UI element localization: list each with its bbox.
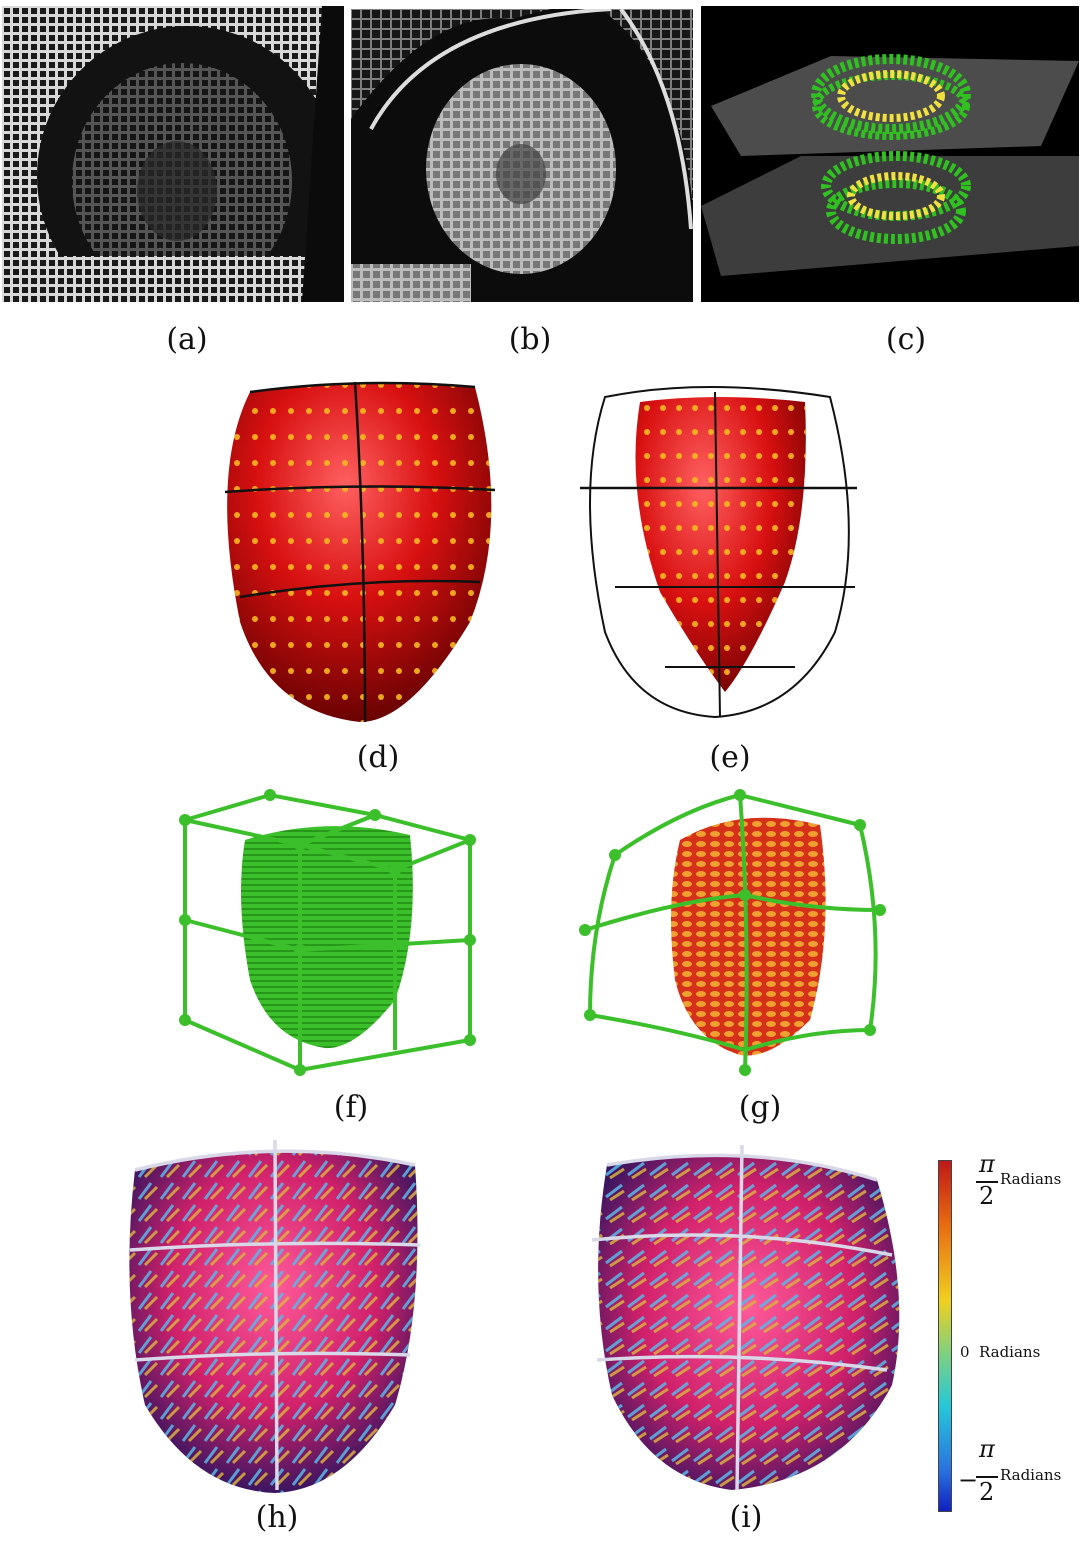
- mesh-model-panel-g: [570, 780, 900, 1085]
- colorbar-mid-unit: Radians: [979, 1343, 1041, 1361]
- heart-surface-mesh-image-e: [580, 386, 857, 719]
- colorbar-bottom-denominator: 2: [979, 1478, 995, 1506]
- heart-model-panel-e: [575, 372, 865, 732]
- caption-d: (d): [356, 740, 400, 775]
- fiber-orientation-image-i: [591, 1144, 900, 1491]
- colorbar-bottom-minus: −: [958, 1466, 979, 1494]
- heart-deformed-lattice-image-g: [579, 789, 886, 1076]
- caption-h: (h): [255, 1500, 299, 1535]
- caption-a: (a): [166, 322, 208, 357]
- fiber-orientation-image-h: [129, 1139, 421, 1493]
- fiber-model-panel-i: [582, 1135, 912, 1495]
- mesh-model-panel-f: [175, 780, 485, 1085]
- mri-tagged-image-a: [2, 6, 344, 302]
- caption-i: (i): [729, 1500, 763, 1535]
- colorbar-bottom-pi: π: [979, 1435, 995, 1463]
- mri-tagged-image-b: [351, 9, 693, 302]
- caption-e: (e): [709, 740, 751, 775]
- caption-c: (c): [885, 322, 927, 357]
- caption-b: (b): [508, 322, 552, 357]
- colorbar-top-pi: π: [979, 1150, 995, 1178]
- heart-lattice-image-f: [179, 789, 477, 1076]
- colorbar-top-unit: Radians: [1000, 1170, 1062, 1188]
- colorbar-bottom-fraction-bar: [976, 1476, 998, 1478]
- mri-3d-panel-c: [701, 6, 1079, 302]
- caption-f: (f): [333, 1090, 369, 1125]
- colorbar-bottom-unit: Radians: [1000, 1466, 1062, 1484]
- heart-model-panel-d: [210, 372, 510, 732]
- mri-panel-a: [2, 6, 344, 302]
- mri-slices-3d-image-c: [701, 6, 1079, 302]
- heart-surface-image-d: [224, 381, 496, 723]
- colorbar-top-denominator: 2: [979, 1182, 995, 1210]
- colorbar-top-fraction-bar: [976, 1181, 998, 1183]
- caption-g: (g): [738, 1090, 782, 1125]
- fiber-model-panel-h: [115, 1135, 435, 1495]
- mri-panel-b: [351, 9, 693, 302]
- colorbar: [938, 1160, 952, 1512]
- colorbar-mid-value: 0: [960, 1343, 970, 1361]
